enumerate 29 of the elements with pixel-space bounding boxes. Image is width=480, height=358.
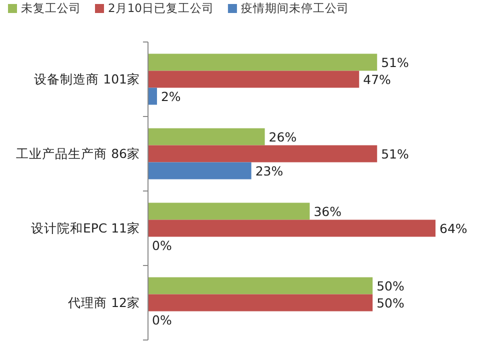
data-label: 0% bbox=[152, 312, 172, 328]
bar bbox=[148, 54, 378, 71]
bar bbox=[148, 145, 378, 162]
data-label: 50% bbox=[376, 278, 405, 294]
legend-label: 未复工公司 bbox=[21, 1, 81, 15]
bar bbox=[148, 128, 265, 146]
data-label: 51% bbox=[381, 54, 410, 70]
legend-label: 2月10日已复工公司 bbox=[108, 1, 214, 15]
y-tick-label: 设计院和EPC 11家 bbox=[30, 220, 140, 236]
data-label: 51% bbox=[381, 146, 410, 162]
bar bbox=[148, 202, 310, 220]
bar bbox=[148, 294, 373, 312]
bar bbox=[148, 70, 360, 88]
data-label: 26% bbox=[268, 129, 297, 144]
bar bbox=[148, 162, 252, 180]
data-label: 36% bbox=[314, 204, 342, 219]
bar bbox=[148, 277, 373, 294]
bar bbox=[148, 88, 157, 105]
y-tick-label: 代理商 12家 bbox=[67, 294, 140, 310]
data-label: 23% bbox=[255, 163, 284, 178]
y-tick-label: 工业产品生产商 86家 bbox=[16, 146, 140, 161]
y-tick-label: 设备制造商 101家 bbox=[34, 71, 140, 86]
data-label: 2% bbox=[160, 88, 181, 104]
legend-label: 疫情期间未停工公司 bbox=[240, 1, 349, 15]
data-label: 0% bbox=[152, 238, 172, 253]
data-label: 47% bbox=[363, 72, 392, 87]
data-label: 64% bbox=[440, 220, 468, 236]
bar bbox=[148, 220, 436, 237]
data-label: 50% bbox=[376, 295, 405, 310]
